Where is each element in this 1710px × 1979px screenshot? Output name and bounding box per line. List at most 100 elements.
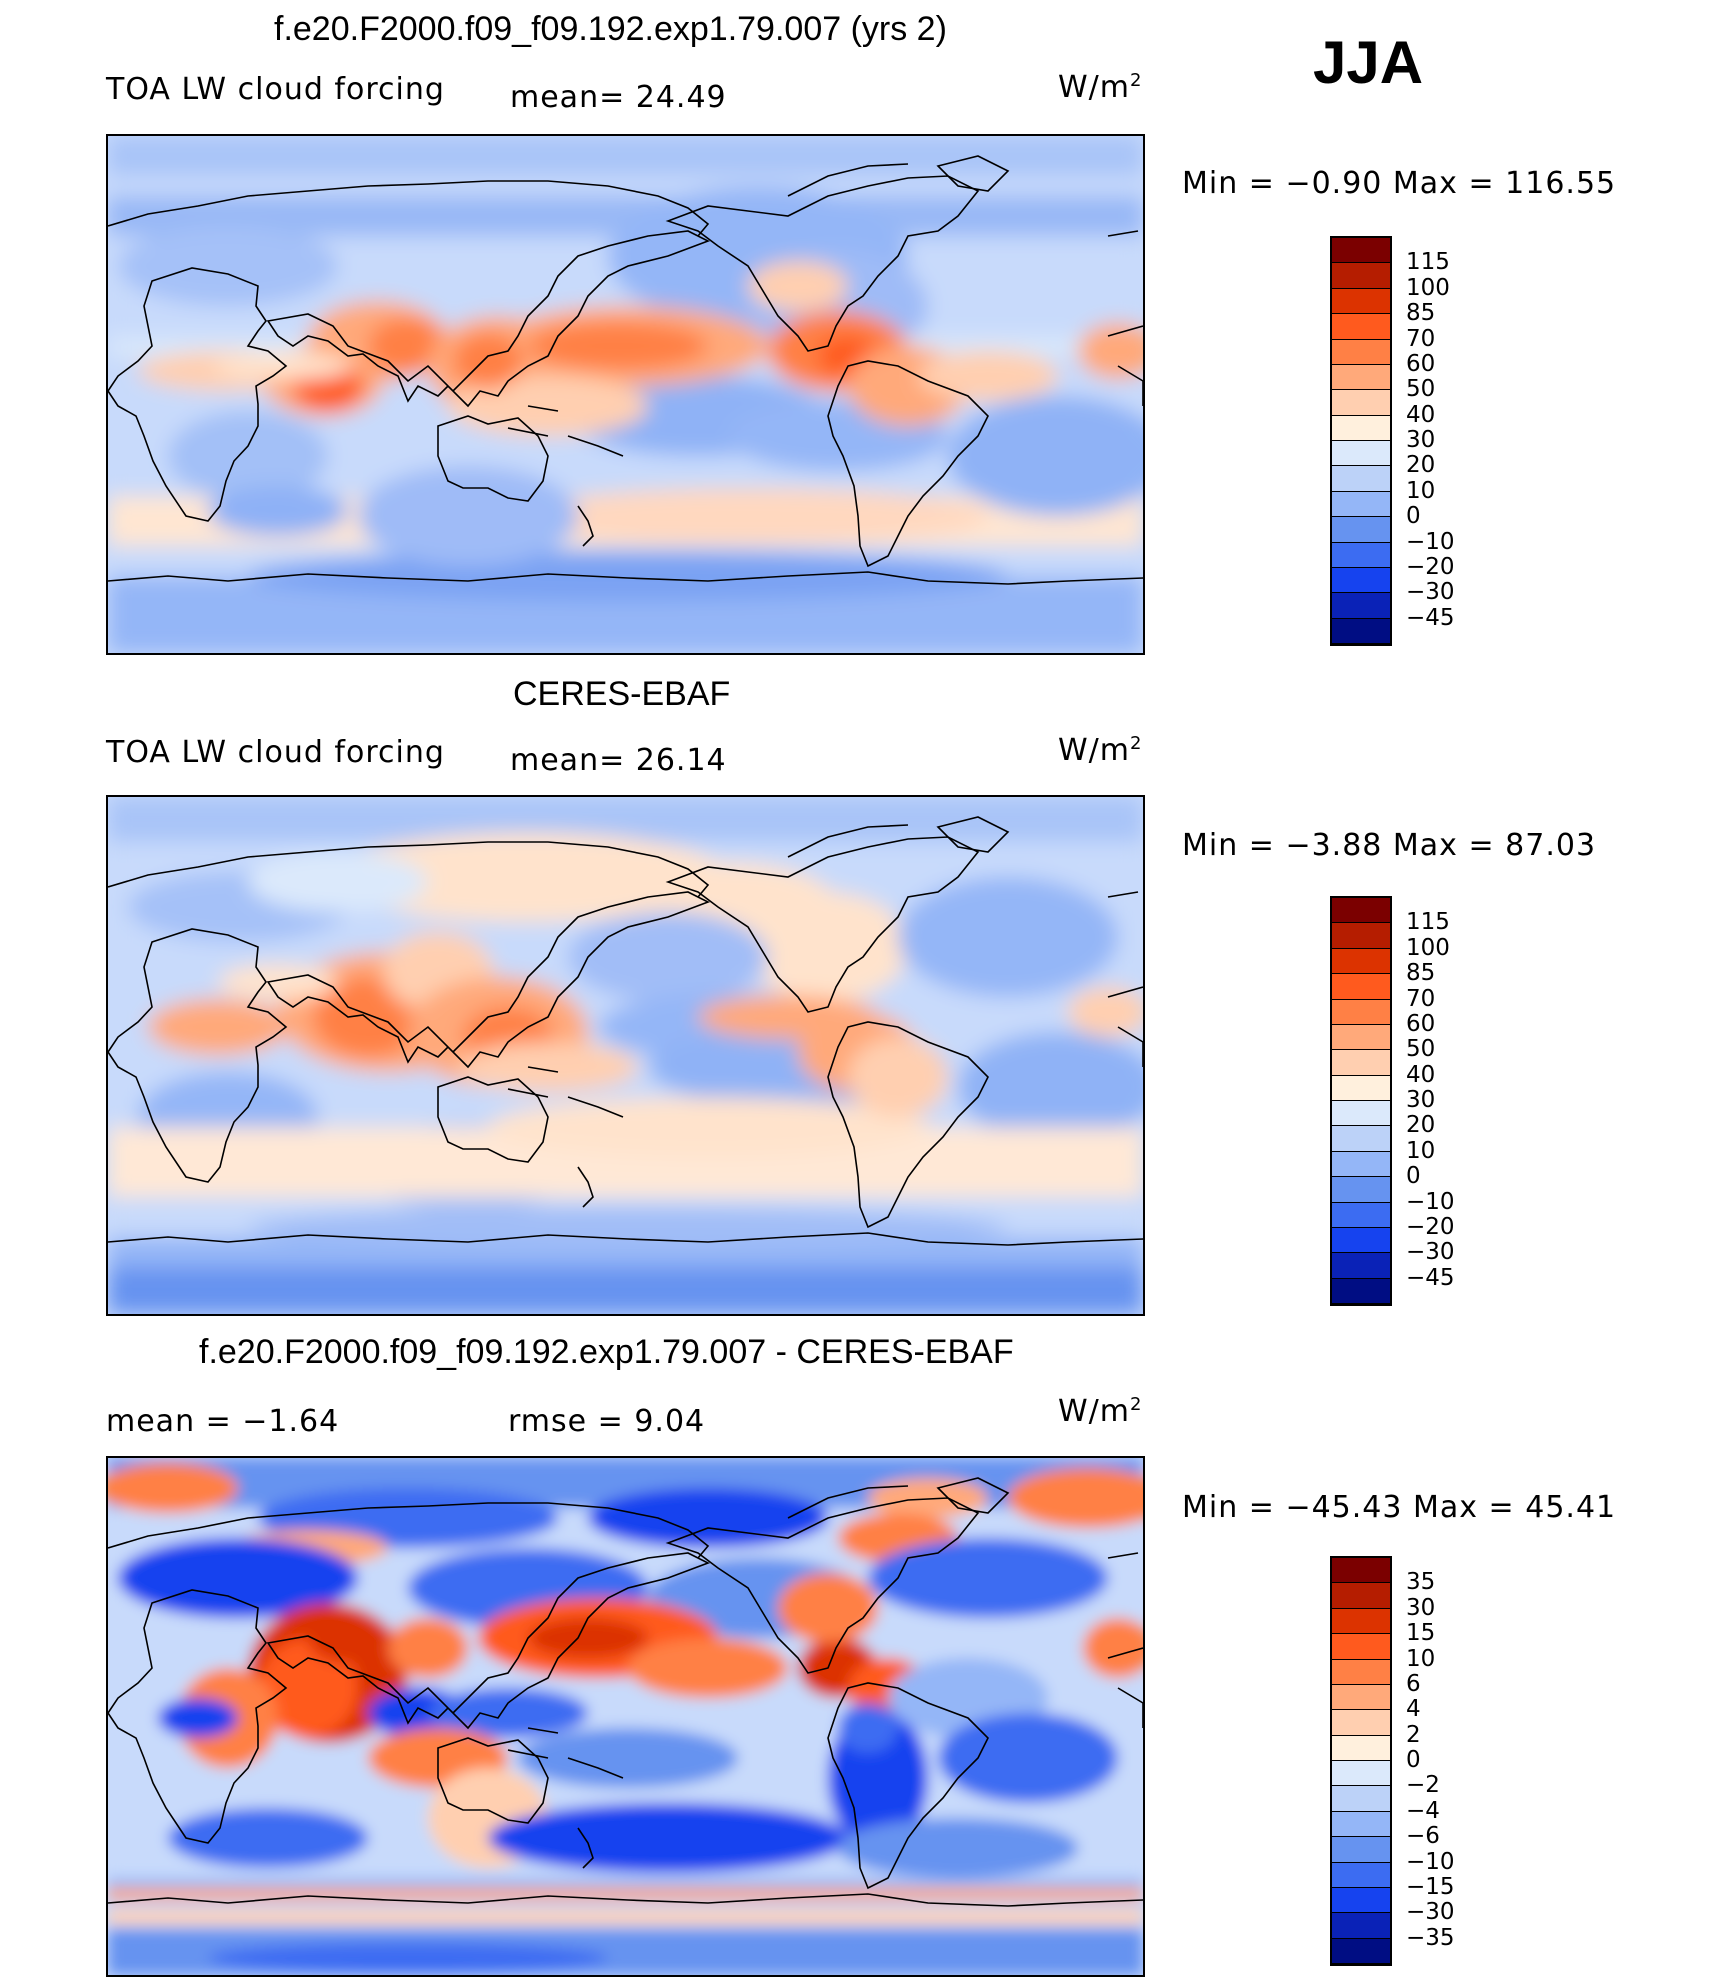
colorbar-tick-label: 4 xyxy=(1406,1696,1421,1723)
panel-3-coastlines xyxy=(108,1477,1143,1907)
colorbar-tick-label: 6 xyxy=(1406,1670,1421,1697)
colorbar-swatch xyxy=(1332,1177,1390,1203)
colorbar-tick-label: −10 xyxy=(1406,528,1455,555)
panel-2-field xyxy=(108,797,1143,1314)
colorbar-tick-label: 0 xyxy=(1406,1747,1421,1773)
panel-1-title: f.e20.F2000.f09_f09.192.exp1.79.007 (yrs… xyxy=(274,10,947,48)
colorbar-swatch xyxy=(1332,593,1390,619)
colorbar-swatch xyxy=(1332,567,1390,594)
colorbar-swatch xyxy=(1332,1101,1390,1127)
colorbar-tick-label: 40 xyxy=(1406,401,1436,428)
colorbar-swatch xyxy=(1332,1227,1390,1254)
colorbar-swatch xyxy=(1332,339,1390,365)
panel-1-field xyxy=(108,136,1143,653)
season-label: JJA xyxy=(1313,29,1424,96)
colorbar-swatch xyxy=(1332,923,1390,949)
colorbar-tick-label: −6 xyxy=(1406,1823,1440,1850)
colorbar-swatch xyxy=(1332,1151,1390,1178)
panel-1-minmax: Min = −0.90 Max = 116.55 xyxy=(1182,166,1617,201)
colorbar-swatch xyxy=(1332,1659,1390,1685)
colorbar-swatch xyxy=(1332,1735,1390,1761)
panel-2-title: CERES-EBAF xyxy=(513,675,731,713)
panel-3-field xyxy=(108,1458,1143,1975)
colorbar-tick-label: 10 xyxy=(1406,1645,1436,1672)
colorbar-tick-label: −30 xyxy=(1406,579,1455,606)
colorbar-tick-label: 15 xyxy=(1406,1620,1436,1647)
colorbar-swatch xyxy=(1332,999,1390,1025)
colorbar-swatch xyxy=(1332,1684,1390,1711)
colorbar-swatch xyxy=(1332,948,1390,975)
colorbar-swatch xyxy=(1332,1811,1390,1838)
colorbar-tick-label: −2 xyxy=(1406,1772,1440,1799)
colorbar-swatch xyxy=(1332,517,1390,543)
panel-3-map xyxy=(106,1456,1145,1977)
colorbar-swatch xyxy=(1332,1558,1390,1584)
colorbar-swatch xyxy=(1332,441,1390,467)
colorbar-swatch xyxy=(1332,1024,1390,1051)
panel-3-mean: mean = −1.64 xyxy=(106,1404,340,1439)
colorbar-swatch xyxy=(1332,1761,1390,1787)
colorbar-tick-label: 30 xyxy=(1406,1087,1436,1113)
colorbar-swatch xyxy=(1332,314,1390,340)
colorbar-swatch xyxy=(1332,1887,1390,1914)
colorbar-swatch xyxy=(1332,542,1390,568)
colorbar-tick-label: −20 xyxy=(1406,1213,1455,1240)
colorbar-tick-label: 40 xyxy=(1406,1061,1436,1088)
colorbar-swatch xyxy=(1332,618,1390,644)
panel-1-variable-label: TOA LW cloud forcing xyxy=(106,72,445,107)
panel-2-map xyxy=(106,795,1145,1316)
panel-1-coastlines xyxy=(108,155,1143,585)
colorbar-tick-label: 100 xyxy=(1406,934,1450,961)
colorbar-tick-label: 35 xyxy=(1406,1569,1436,1596)
panel-1-map xyxy=(106,134,1145,655)
panel-3-title: f.e20.F2000.f09_f09.192.exp1.79.007 - CE… xyxy=(199,1333,1014,1371)
colorbar-tick-label: 30 xyxy=(1406,427,1436,453)
colorbar-tick-label: 115 xyxy=(1406,909,1450,936)
colorbar-swatch xyxy=(1332,1583,1390,1609)
colorbar-swatch xyxy=(1332,1710,1390,1736)
colorbar-tick-label: 60 xyxy=(1406,1010,1436,1037)
colorbar-tick-label: −10 xyxy=(1406,1848,1455,1875)
colorbar-tick-label: −15 xyxy=(1406,1873,1455,1900)
colorbar-tick-label: −45 xyxy=(1406,604,1455,631)
panel-2-minmax: Min = −3.88 Max = 87.03 xyxy=(1182,828,1597,863)
colorbar-tick-label: −45 xyxy=(1406,1264,1455,1291)
colorbar-tick-label: −4 xyxy=(1406,1797,1440,1824)
colorbar-swatch xyxy=(1332,1075,1390,1101)
colorbar-tick-label: 70 xyxy=(1406,325,1436,352)
colorbar-tick-label: 60 xyxy=(1406,350,1436,377)
colorbar-tick-label: 50 xyxy=(1406,1036,1436,1063)
colorbar-tick-label: 20 xyxy=(1406,452,1436,479)
colorbar-swatch xyxy=(1332,466,1390,492)
colorbar-tick-label: 30 xyxy=(1406,1594,1436,1621)
colorbar-swatch xyxy=(1332,263,1390,289)
panel-2-colorbar xyxy=(1330,896,1392,1306)
colorbar-tick-label: 2 xyxy=(1406,1721,1421,1748)
colorbar-tick-label: −20 xyxy=(1406,553,1455,580)
panel-1-colorbar xyxy=(1330,236,1392,646)
colorbar-tick-label: −35 xyxy=(1406,1924,1455,1951)
colorbar-tick-label: 0 xyxy=(1406,1163,1421,1190)
panel-3-rmse: rmse = 9.04 xyxy=(508,1404,706,1439)
colorbar-tick-label: −30 xyxy=(1406,1899,1455,1926)
colorbar-swatch xyxy=(1332,1608,1390,1635)
colorbar-swatch xyxy=(1332,390,1390,416)
colorbar-swatch xyxy=(1332,288,1390,315)
colorbar-swatch xyxy=(1332,238,1390,264)
colorbar-swatch xyxy=(1332,1050,1390,1076)
colorbar-tick-label: 10 xyxy=(1406,1137,1436,1164)
colorbar-swatch xyxy=(1332,1837,1390,1863)
colorbar-swatch xyxy=(1332,1938,1390,1964)
colorbar-swatch xyxy=(1332,1278,1390,1304)
colorbar-swatch xyxy=(1332,1202,1390,1228)
panel-1-units: W/m2 xyxy=(1058,70,1143,105)
colorbar-swatch xyxy=(1332,1862,1390,1888)
panel-3-colorbar xyxy=(1330,1556,1392,1966)
colorbar-swatch xyxy=(1332,1634,1390,1660)
colorbar-swatch xyxy=(1332,1253,1390,1279)
panel-2-mean: mean= 26.14 xyxy=(510,743,727,778)
panel-1-mean: mean= 24.49 xyxy=(510,80,727,115)
panel-2-coastlines xyxy=(108,816,1143,1246)
colorbar-swatch xyxy=(1332,1126,1390,1152)
colorbar-tick-label: 50 xyxy=(1406,376,1436,403)
